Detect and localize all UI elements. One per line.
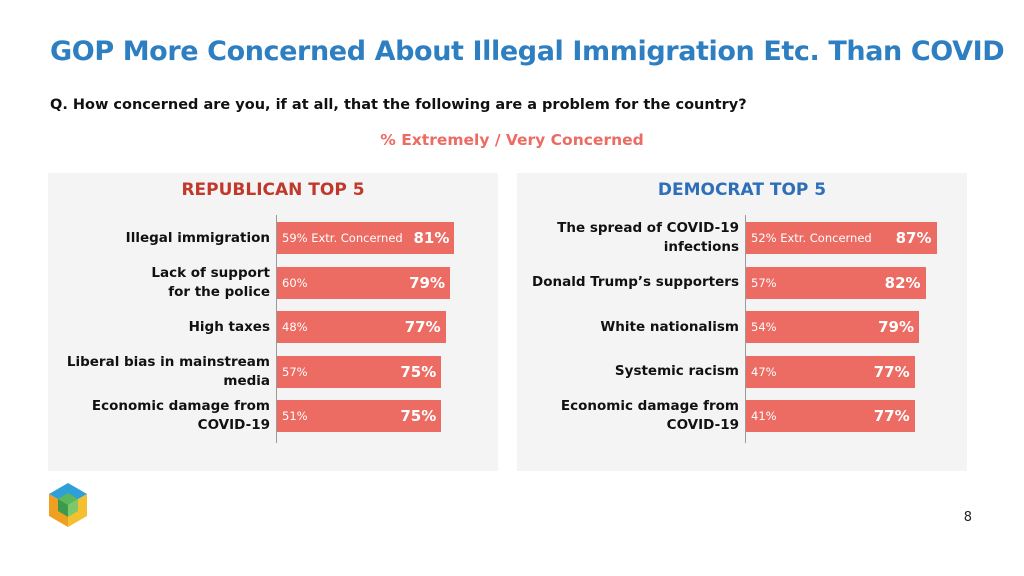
republican-bar-value-label: 79% [409,273,445,292]
republican-bar-value-label: 81% [413,229,450,247]
republican-bar-value-label: 77% [404,318,441,336]
democrat-category-text: Systemic racism [614,363,739,379]
survey-question: Q. How concerned are you, if at all, tha… [50,97,747,113]
republican-category-text: High taxes [188,318,270,335]
republican-panel: REPUBLICAN TOP 5 Illegal immigration 59% … [48,173,498,471]
company-logo-icon [49,483,87,527]
chart-subtitle: % Extremely / Very Concerned [380,131,644,149]
republican-extremely-concerned-label: 48% [282,320,308,334]
democrat-panel-title: DEMOCRAT TOP 5 [657,180,827,200]
republican-bar: 48% 77% [277,311,446,343]
democrat-bar-value-label: 82% [884,273,921,292]
democrat-extremely-concerned-label: 54% [751,320,777,334]
republican-category-text: Economic damage from COVID-19 [91,398,270,433]
democrat-bar: 52% Extr. Concerned 87% [746,222,937,254]
republican-category-label: Lack of support for the police [54,263,270,303]
democrat-bar: 57% 82% [746,266,926,299]
democrat-bar-value-label: 77% [873,407,910,425]
democrat-extremely-concerned-label: 57% [751,275,777,290]
democrat-axis-line [745,215,746,443]
democrat-category-label: Donald Trump’s supporters [523,263,739,303]
republican-category-text: Liberal bias in mainstream media [66,353,270,389]
republican-category-text: Illegal immigration [125,229,270,246]
page-title: GOP More Concerned About Illegal Immigra… [50,36,1005,67]
democrat-bar-value-label: 87% [895,229,932,247]
republican-bar-value-label: 75% [400,362,437,381]
democrat-category-text: The spread of COVID-19 infections [557,220,739,255]
republican-axis-line [276,215,277,443]
republican-extremely-concerned-label: 51% [282,409,308,423]
republican-extremely-concerned-label: 57% [282,364,308,379]
democrat-category-label: Systemic racism [523,352,739,392]
republican-bar: 59% Extr. Concerned 81% [277,222,455,254]
republican-category-label: Economic damage from COVID-19 [54,396,270,436]
democrat-category-text: Donald Trump’s supporters [532,274,739,290]
democrat-category-text: White nationalism [600,318,739,335]
republican-extremely-concerned-label: 59% Extr. Concerned [282,231,403,245]
republican-category-label: Liberal bias in mainstream media [54,352,270,392]
democrat-bar: 47% 77% [746,355,915,388]
republican-category-label: Illegal immigration [54,218,270,258]
republican-category-text: Lack of support for the police [151,264,270,300]
democrat-category-label: Economic damage from COVID-19 [523,396,739,436]
republican-bar: 60% 79% [277,266,450,299]
republican-panel-title: REPUBLICAN TOP 5 [181,180,365,200]
democrat-category-text: Economic damage from COVID-19 [560,398,739,433]
democrat-extremely-concerned-label: 41% [751,409,777,423]
republican-extremely-concerned-label: 60% [282,275,308,290]
republican-bar-value-label: 75% [400,407,437,425]
democrat-category-label: White nationalism [523,307,739,347]
democrat-category-label: The spread of COVID-19 infections [523,218,739,258]
page-number: 8 [963,510,972,525]
republican-bar: 51% 75% [277,400,442,432]
democrat-bar: 54% 79% [746,311,919,343]
republican-category-label: High taxes [54,307,270,347]
democrat-bar: 41% 77% [746,400,915,432]
republican-bar: 57% 75% [277,355,442,388]
democrat-extremely-concerned-label: 52% Extr. Concerned [751,231,872,245]
democrat-extremely-concerned-label: 47% [751,364,777,379]
democrat-bar-value-label: 77% [873,362,910,381]
democrat-panel: DEMOCRAT TOP 5 The spread of COVID-19 inf… [517,173,967,471]
democrat-bar-value-label: 79% [878,318,914,336]
